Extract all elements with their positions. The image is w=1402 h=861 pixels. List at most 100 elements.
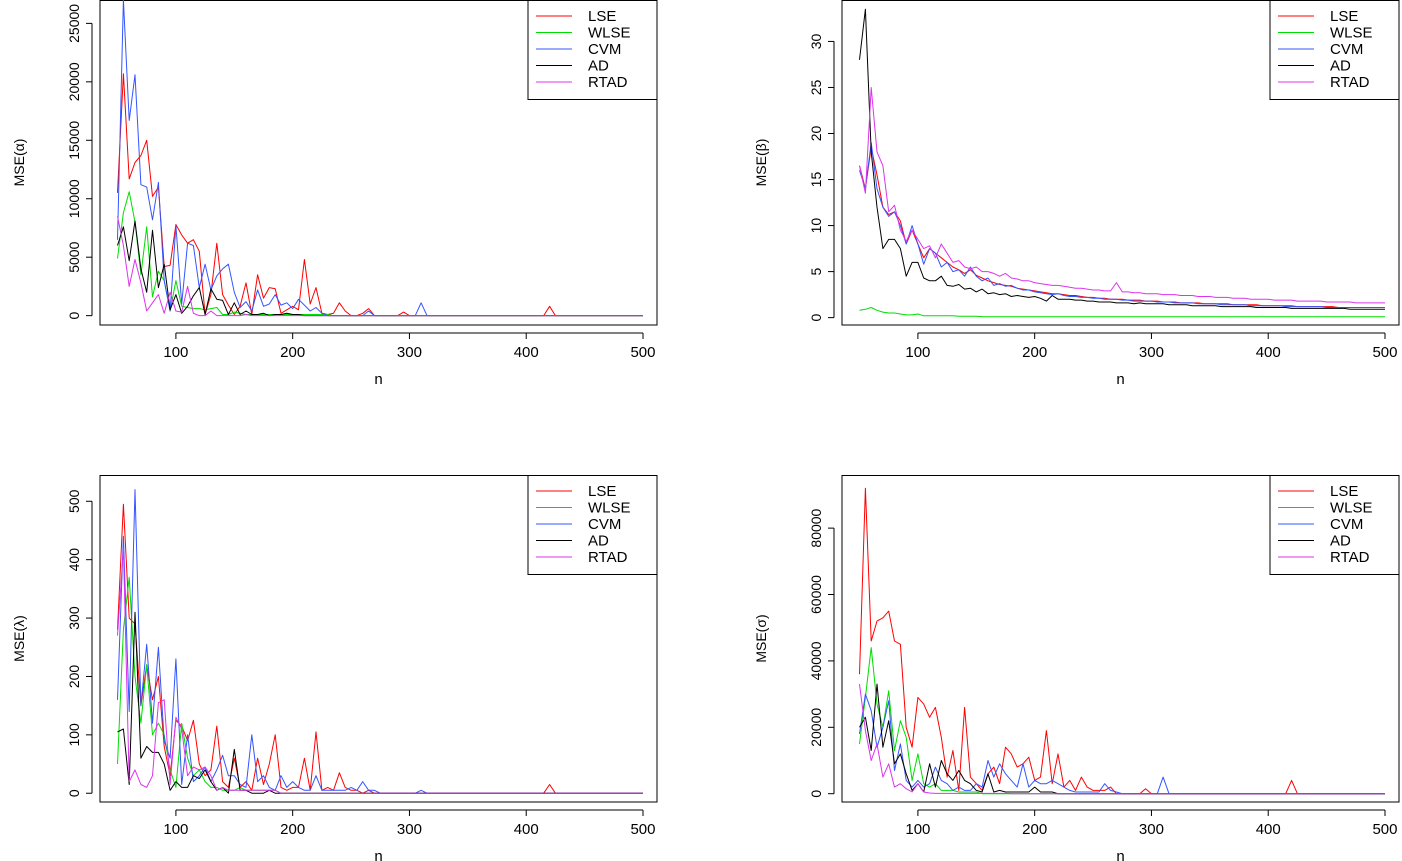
series-line-ad [859, 8, 1385, 310]
legend-label-lse: LSE [1330, 483, 1358, 500]
y-tick-label: 10 [808, 218, 824, 234]
x-tick-label: 500 [630, 344, 655, 361]
series-line-wlse [859, 307, 1385, 318]
x-tick-label: 500 [1372, 821, 1397, 838]
y-axis: 0 20000 40000 60000 80000 MSE(σ) [753, 508, 835, 798]
plot-frame [99, 0, 658, 326]
x-tick-label: 300 [397, 344, 422, 361]
y-tick-label: 30 [808, 33, 824, 49]
legend-label-rtad: RTAD [588, 74, 628, 91]
x-tick-label: 400 [514, 821, 539, 838]
x-tick-label: 100 [905, 344, 930, 361]
legend-label-lse: LSE [588, 483, 616, 500]
plot-frame [841, 475, 1400, 803]
y-tick-label: 20000 [66, 62, 82, 101]
legend-label-wlse: WLSE [1330, 25, 1373, 42]
legend-box [1269, 0, 1400, 100]
series-line-wlse [117, 191, 643, 317]
x-tick-label: 500 [1372, 344, 1397, 361]
x-tick-label: 200 [280, 344, 305, 361]
legend-box [527, 0, 658, 100]
y-axis-label: MSE(λ) [11, 615, 27, 662]
y-tick-label: 10000 [66, 179, 82, 218]
y-tick-label: 5 [808, 267, 824, 275]
x-axis-label: n [1116, 848, 1124, 861]
series-line-ad [117, 611, 643, 794]
y-tick-label: 300 [66, 606, 82, 630]
x-axis-label: n [374, 371, 382, 388]
legend-label-ad: AD [1330, 533, 1351, 550]
legend-label-ad: AD [1330, 58, 1351, 75]
series-group [859, 487, 1385, 795]
series-line-cvm [859, 693, 1385, 795]
x-tick-label: 500 [630, 821, 655, 838]
y-axis-label: MSE(σ) [753, 614, 769, 662]
legend-label-wlse: WLSE [588, 500, 631, 517]
legend-box [1269, 475, 1400, 575]
y-tick-label: 25000 [66, 4, 82, 43]
legend-label-cvm: CVM [1330, 41, 1363, 58]
plot-frame [841, 0, 1400, 326]
y-tick-label: 0 [808, 790, 824, 798]
x-tick-label: 300 [1139, 821, 1164, 838]
y-tick-label: 500 [66, 489, 82, 513]
x-axis-label: n [374, 848, 382, 861]
y-tick-label: 40000 [808, 641, 824, 680]
series-line-ad [859, 683, 1385, 795]
x-tick-label: 300 [1139, 344, 1164, 361]
x-axis: 100 200 300 400 500 n [905, 809, 1398, 861]
y-tick-label: 20 [808, 126, 824, 142]
x-tick-label: 100 [163, 821, 188, 838]
chart-panel-3: 100 200 300 400 500 n 0 100 200 300 400 500 MSE(λ) LS… [11, 475, 658, 861]
series-line-rtad [117, 216, 643, 317]
y-axis-label: MSE(β) [753, 139, 769, 187]
plot-frame [99, 475, 658, 803]
y-tick-label: 0 [808, 314, 824, 322]
y-tick-label: 5000 [66, 241, 82, 272]
y-tick-label: 60000 [808, 575, 824, 614]
legend-label-cvm: CVM [588, 41, 621, 58]
x-tick-label: 400 [514, 344, 539, 361]
series-group [117, 489, 643, 794]
series-line-rtad [117, 547, 643, 794]
series-line-lse [859, 146, 1385, 308]
y-tick-label: 0 [66, 789, 82, 797]
x-tick-label: 400 [1256, 344, 1281, 361]
y-tick-label: 400 [66, 548, 82, 572]
x-tick-label: 200 [280, 821, 305, 838]
y-tick-label: 0 [66, 312, 82, 320]
series-line-rtad [859, 684, 1385, 795]
legend-label-ad: AD [588, 58, 609, 75]
legend-label-rtad: RTAD [1330, 74, 1370, 91]
chart-panel-2: 100 200 300 400 500 n 0 5 10 15 20 25 30 MSE(β) LSEWLS… [753, 0, 1400, 388]
y-tick-label: 80000 [808, 508, 824, 547]
y-tick-label: 20000 [808, 708, 824, 747]
legend-label-wlse: WLSE [1330, 500, 1373, 517]
legend-label-wlse: WLSE [588, 25, 631, 42]
y-tick-label: 15000 [66, 121, 82, 160]
y-tick-label: 100 [66, 723, 82, 747]
chart-panel-4: 100 200 300 400 500 n 0 20000 40000 60000 80000 MSE… [753, 475, 1400, 861]
chart-panel-1: 100 200 300 400 500 n 0 5000 10000 15000 20000 2500… [11, 0, 658, 388]
series-line-cvm [859, 142, 1385, 308]
legend-label-rtad: RTAD [588, 549, 628, 566]
x-tick-label: 100 [163, 344, 188, 361]
legend-label-lse: LSE [1330, 8, 1358, 25]
series-line-wlse [117, 576, 643, 794]
y-axis: 0 5000 10000 15000 20000 25000 MSE(α) [11, 4, 93, 320]
x-tick-label: 200 [1022, 344, 1047, 361]
x-tick-label: 400 [1256, 821, 1281, 838]
y-axis: 0 100 200 300 400 500 MSE(λ) [11, 489, 93, 797]
legend-label-ad: AD [588, 533, 609, 550]
x-tick-label: 300 [397, 821, 422, 838]
x-axis-label: n [1116, 371, 1124, 388]
y-tick-label: 25 [808, 79, 824, 95]
x-axis: 100 200 300 400 500 n [163, 809, 656, 861]
x-axis: 100 200 300 400 500 n [163, 332, 656, 388]
x-tick-label: 200 [1022, 821, 1047, 838]
